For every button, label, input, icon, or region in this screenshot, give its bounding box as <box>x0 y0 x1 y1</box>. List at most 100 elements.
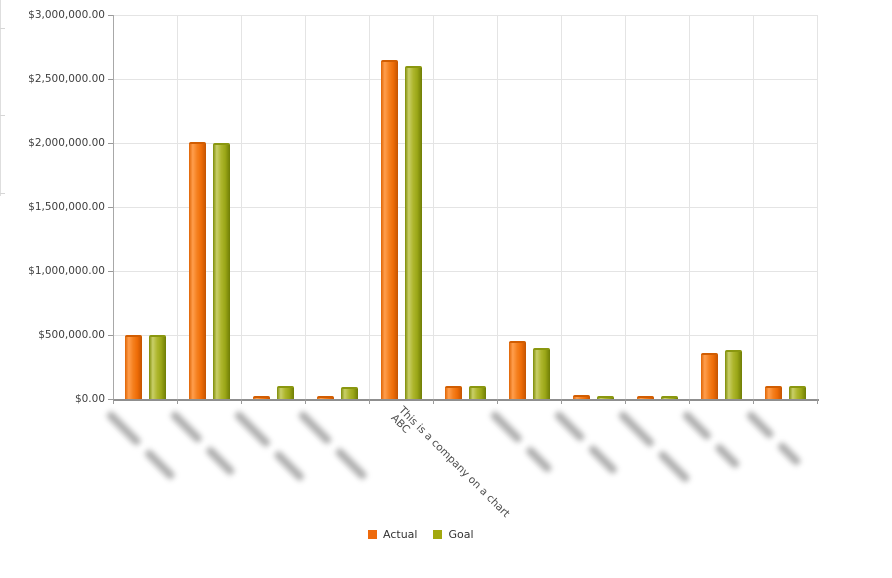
bar-actual[interactable] <box>700 352 718 399</box>
gridline-horizontal <box>113 15 817 16</box>
x-axis-label-blurred <box>681 410 741 470</box>
gridline-vertical <box>625 15 626 399</box>
bar-actual[interactable] <box>764 386 782 399</box>
bar-actual[interactable] <box>636 395 654 399</box>
y-axis-tick <box>108 207 113 208</box>
gridline-vertical <box>817 15 818 399</box>
y-axis-tick <box>108 79 113 80</box>
bar-actual[interactable] <box>508 341 526 399</box>
bar-actual[interactable] <box>380 59 398 399</box>
x-axis-label-blurred <box>489 410 553 474</box>
bar-actual[interactable] <box>188 141 206 399</box>
x-axis-label-abc: This is a company on a chart ABC <box>388 404 511 528</box>
blurred-word <box>105 410 143 447</box>
x-axis-tick <box>497 399 498 404</box>
x-axis-tick <box>625 399 626 404</box>
y-axis-label: $2,500,000.00 <box>28 73 105 85</box>
bar-goal[interactable] <box>468 386 486 399</box>
y-axis-label: $1,500,000.00 <box>28 201 105 213</box>
y-axis-label: $500,000.00 <box>38 329 105 341</box>
gridline-vertical <box>369 15 370 399</box>
x-axis-tick <box>369 399 370 404</box>
edge-tick <box>0 28 5 29</box>
x-axis-label-blurred <box>233 410 306 483</box>
blurred-word <box>524 445 553 474</box>
bar-goal[interactable] <box>532 347 550 399</box>
x-axis-label-blurred <box>169 410 236 477</box>
x-axis-tick <box>113 399 114 404</box>
y-axis <box>113 15 114 400</box>
bar-goal[interactable] <box>660 396 678 399</box>
legend-item-actual[interactable]: Actual <box>368 528 417 541</box>
bar-goal[interactable] <box>788 386 806 399</box>
gridline-vertical <box>241 15 242 399</box>
bar-actual[interactable] <box>252 395 270 399</box>
blurred-word <box>233 410 272 449</box>
x-axis-tick <box>433 399 434 404</box>
blurred-word <box>553 410 586 443</box>
y-axis-label: $2,000,000.00 <box>28 137 105 149</box>
x-axis-label-blurred <box>745 410 802 467</box>
gridline-horizontal <box>113 79 817 80</box>
bar-goal[interactable] <box>340 387 358 399</box>
bar-goal[interactable] <box>596 395 614 399</box>
x-axis-tick <box>305 399 306 404</box>
bar-goal[interactable] <box>148 335 166 399</box>
bar-goal[interactable] <box>276 386 294 399</box>
legend: Actual Goal <box>368 528 474 541</box>
y-axis-label: $1,000,000.00 <box>28 265 105 277</box>
gridline-vertical <box>561 15 562 399</box>
x-axis-label-blurred <box>297 410 369 481</box>
legend-item-goal[interactable]: Goal <box>433 528 474 541</box>
bar-actual[interactable] <box>444 386 462 399</box>
blurred-word <box>489 410 524 444</box>
gridline-horizontal <box>113 271 817 272</box>
blurred-word <box>334 446 369 481</box>
y-axis-tick <box>108 399 113 400</box>
x-axis-tick <box>561 399 562 404</box>
edge-line <box>0 0 1 196</box>
gridline-vertical <box>433 15 434 399</box>
blurred-word <box>297 410 333 446</box>
gridline-vertical <box>177 15 178 399</box>
x-axis-label: ABC <box>388 412 413 436</box>
blurred-word <box>587 443 619 476</box>
gridline-vertical <box>497 15 498 399</box>
blurred-word <box>272 449 306 483</box>
bar-actual[interactable] <box>572 394 590 399</box>
blurred-word <box>617 410 656 449</box>
bar-actual[interactable] <box>316 395 334 399</box>
bar-goal[interactable] <box>404 66 422 399</box>
x-axis-tick <box>689 399 690 404</box>
blurred-word <box>169 410 204 444</box>
x-axis-tick <box>753 399 754 404</box>
gridline-vertical <box>689 15 690 399</box>
x-axis-label-blurred <box>617 410 691 484</box>
y-axis-label: $3,000,000.00 <box>28 9 105 21</box>
blurred-word <box>713 442 741 470</box>
x-axis-tick <box>177 399 178 404</box>
edge-tick <box>0 193 5 194</box>
blurred-word <box>656 449 691 484</box>
blurred-word <box>143 448 177 481</box>
gridline-horizontal <box>113 143 817 144</box>
bar-goal[interactable] <box>724 350 742 399</box>
y-axis-label: $0.00 <box>74 393 105 405</box>
bar-actual[interactable] <box>124 335 142 399</box>
x-axis-tick <box>241 399 242 404</box>
y-axis-tick <box>108 271 113 272</box>
y-axis-tick <box>108 143 113 144</box>
edge-tick <box>0 115 5 116</box>
bar-goal[interactable] <box>212 143 230 399</box>
y-axis-tick <box>108 335 113 336</box>
gridline-horizontal <box>113 335 817 336</box>
actual-legend-swatch <box>368 530 377 539</box>
gridline-horizontal <box>113 207 817 208</box>
goal-legend-label: Goal <box>448 528 474 541</box>
goal-legend-swatch <box>433 530 443 539</box>
blurred-word <box>745 410 776 440</box>
x-axis <box>113 399 819 401</box>
x-axis-label-blurred <box>553 410 619 476</box>
blurred-word <box>776 441 802 467</box>
